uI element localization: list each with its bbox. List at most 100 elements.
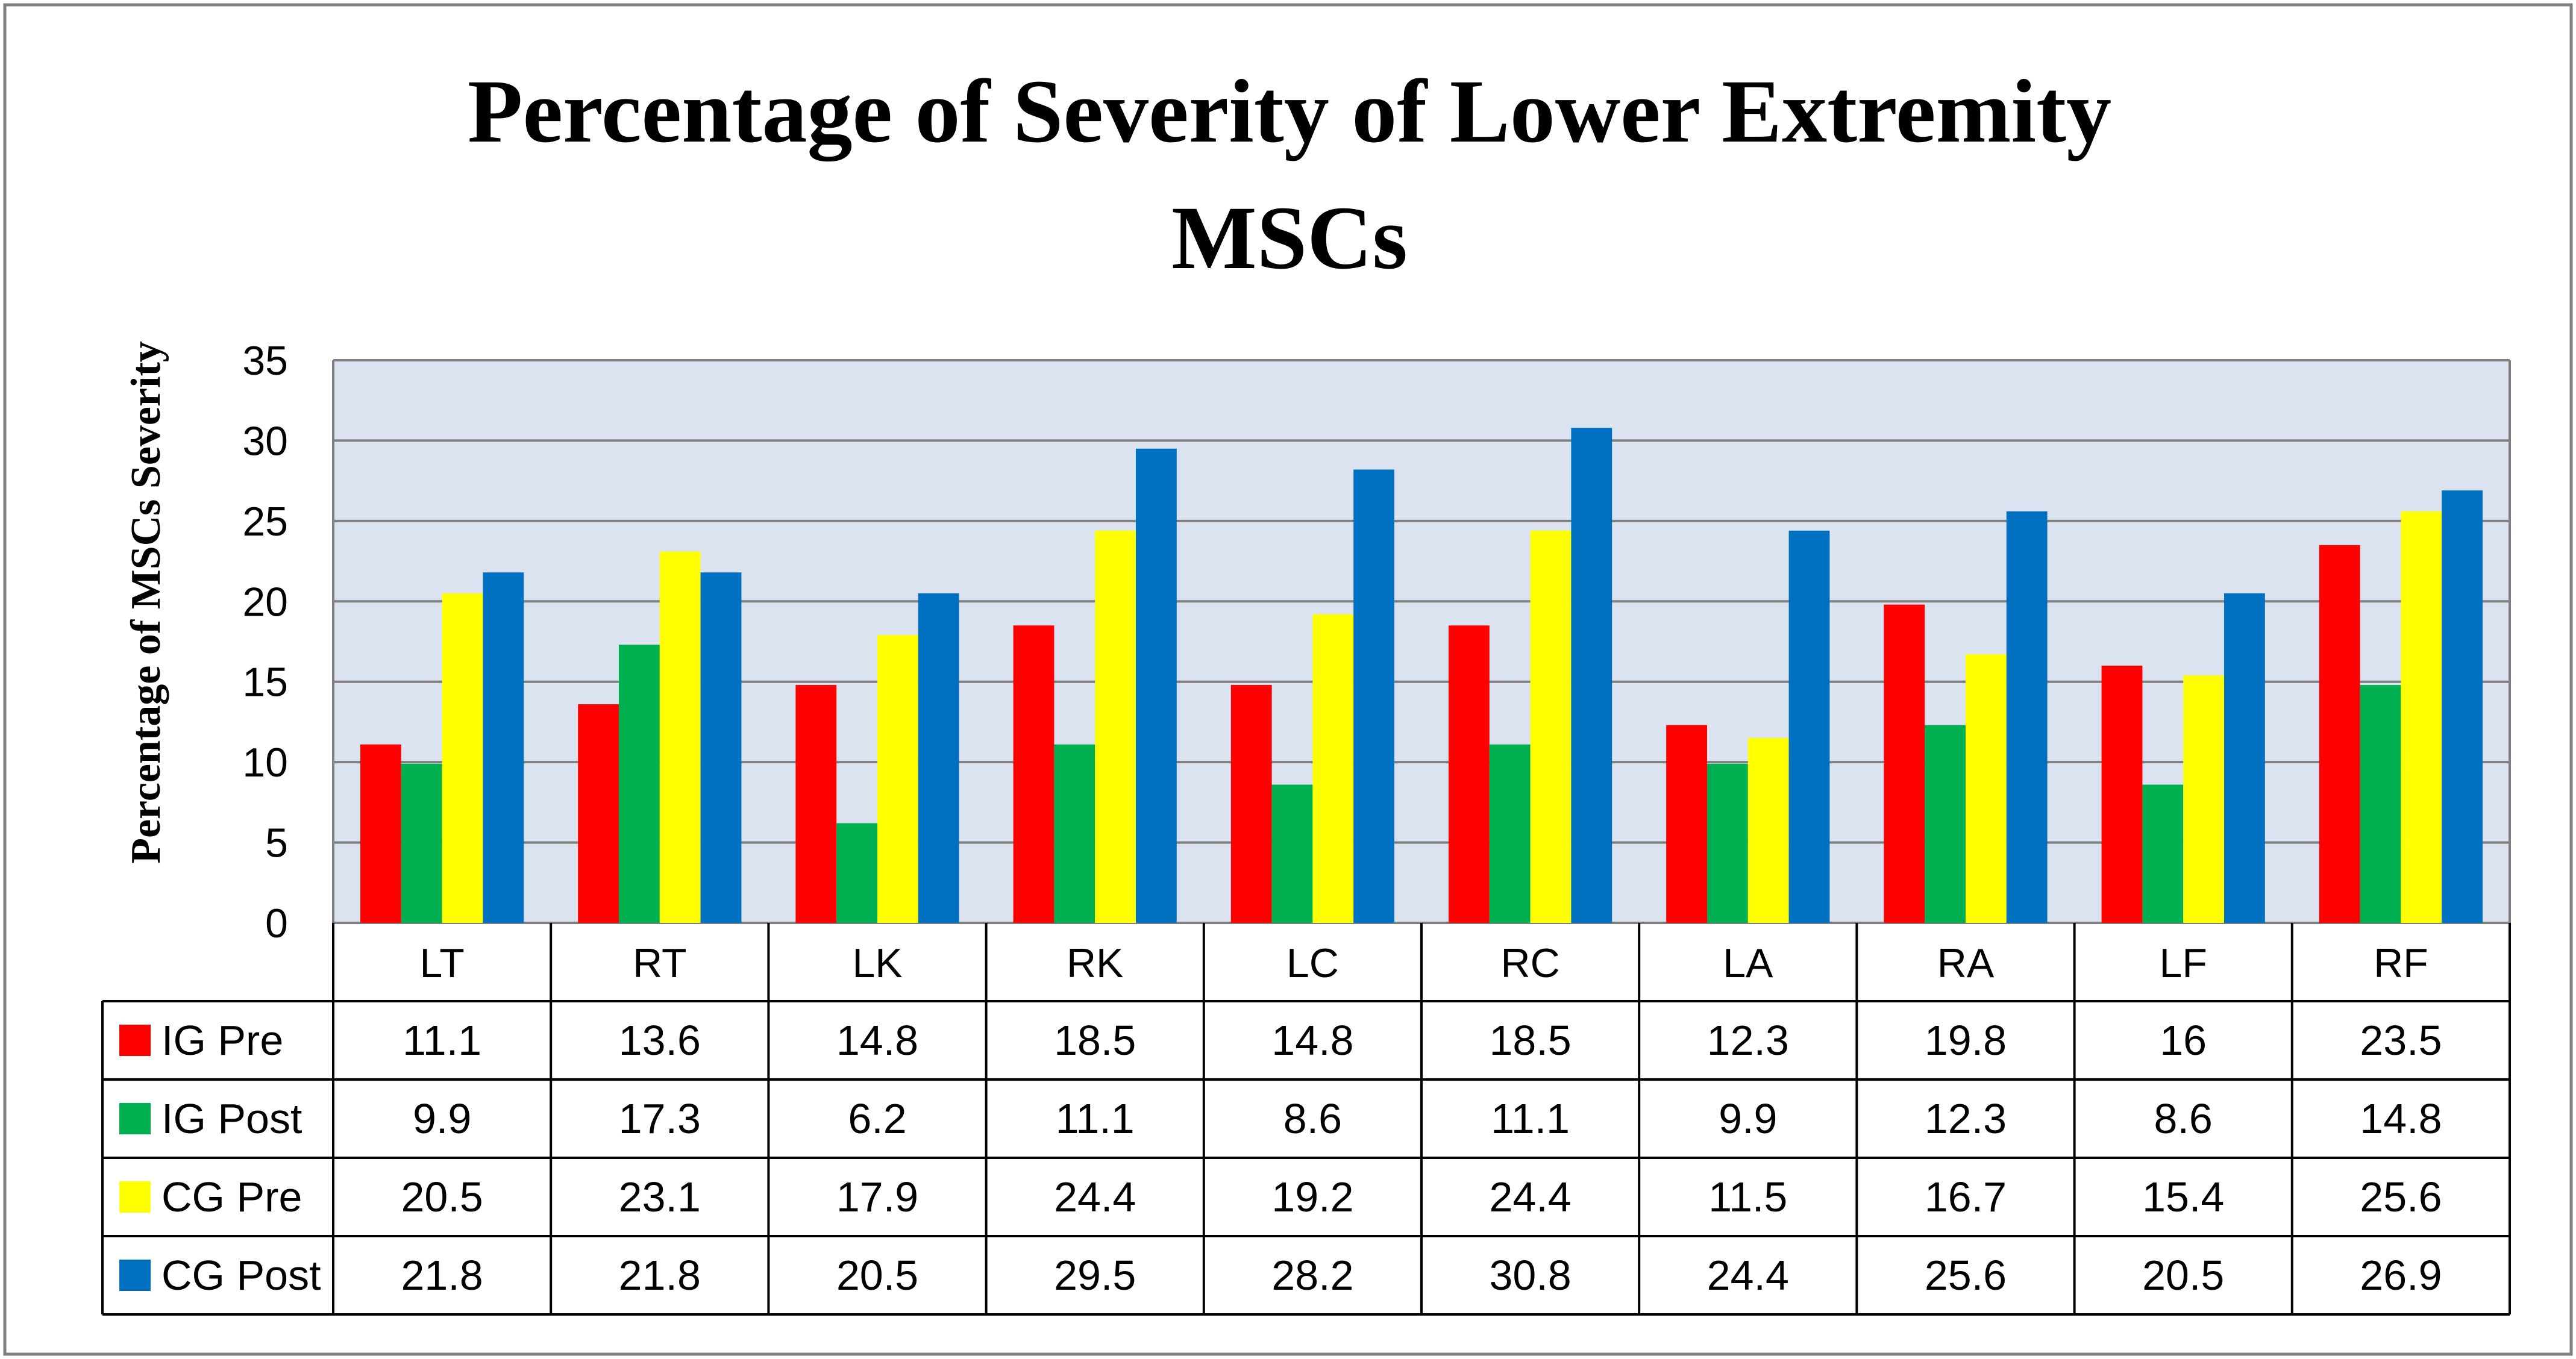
y-tick-label-4: 20 [242,579,288,625]
table-value-cg-pre-lf: 15.4 [2142,1173,2224,1220]
table-value-cg-post-rf: 26.9 [2360,1252,2442,1299]
table-value-ig-pre-lk: 14.8 [836,1017,918,1064]
bar-ig-pre-lc [1230,685,1272,923]
table-value-ig-post-rf: 14.8 [2360,1095,2442,1142]
bar-ig-pre-rt [578,704,619,923]
y-tick-label-1: 5 [265,820,288,866]
bar-ig-post-lc [1271,784,1313,923]
table-value-cg-post-ra: 25.6 [1925,1252,2007,1299]
y-tick-label-0: 0 [265,901,288,946]
table-value-cg-post-la: 24.4 [1707,1252,1789,1299]
bar-cg-post-la [1788,530,1830,923]
bar-ig-post-rc [1489,744,1531,923]
table-value-ig-post-ra: 12.3 [1925,1095,2007,1142]
table-value-cg-pre-la: 11.5 [1708,1173,1787,1220]
bar-cg-post-rk [1136,448,1177,923]
bar-cg-pre-lk [877,635,918,923]
legend-key-cg-pre [119,1181,151,1213]
table-value-ig-pre-rk: 18.5 [1054,1017,1136,1064]
bar-cg-pre-rk [1095,530,1136,923]
legend-key-cg-post [119,1260,151,1291]
x-tick-label-lt: LT [419,940,464,986]
y-tick-label-3: 15 [242,660,288,705]
x-tick-label-rk: RK [1067,940,1123,986]
table-value-ig-post-la: 9.9 [1719,1095,1777,1142]
y-tick-label-5: 25 [242,499,288,545]
y-tick-label-6: 30 [242,418,288,464]
chart-title-line-1: Percentage of Severity of Lower Extremit… [468,61,2111,161]
legend-label-ig-post: IG Post [161,1095,302,1142]
table-value-ig-post-lk: 6.2 [848,1095,906,1142]
table-value-ig-post-rk: 11.1 [1056,1095,1135,1142]
bar-ig-post-rk [1054,744,1095,923]
bar-ig-post-rf [2360,685,2401,923]
table-value-cg-post-lk: 20.5 [836,1252,918,1299]
table-value-cg-pre-ra: 16.7 [1925,1173,2007,1220]
bar-ig-pre-rc [1449,625,1490,923]
legend-key-ig-post [119,1103,151,1134]
bar-cg-pre-rc [1530,530,1572,923]
bar-ig-post-la [1707,763,1748,923]
y-tick-label-2: 10 [242,740,288,786]
x-tick-label-la: LA [1723,940,1773,986]
bar-cg-post-lt [483,572,524,923]
bar-ig-pre-rf [2319,545,2360,923]
bar-cg-post-rc [1571,428,1612,923]
bar-cg-post-rt [700,572,742,923]
x-tick-label-ra: RA [1937,940,1995,986]
bar-ig-post-lk [836,823,877,923]
table-value-cg-post-rt: 21.8 [619,1252,701,1299]
table-value-cg-pre-rk: 24.4 [1054,1173,1136,1220]
bar-cg-pre-la [1747,738,1789,923]
bar-cg-post-lk [918,593,959,923]
bar-cg-pre-lf [2183,675,2224,923]
table-value-cg-post-rk: 29.5 [1054,1252,1136,1299]
table-value-cg-pre-rt: 23.1 [619,1173,701,1220]
bar-ig-pre-lk [795,685,837,923]
table-value-ig-pre-lf: 16 [2160,1017,2207,1064]
table-value-ig-pre-ra: 19.8 [1925,1017,2007,1064]
bar-ig-pre-lf [2101,666,2143,923]
x-tick-label-lc: LC [1286,940,1339,986]
bar-ig-post-lf [2142,784,2184,923]
y-tick-label-7: 35 [242,338,288,384]
table-value-cg-post-lt: 21.8 [401,1252,483,1299]
table-value-ig-post-rc: 11.1 [1491,1095,1570,1142]
table-value-ig-pre-lt: 11.1 [403,1017,481,1064]
bar-cg-post-lc [1353,469,1394,923]
table-value-cg-post-rc: 30.8 [1489,1252,1571,1299]
bar-ig-pre-rk [1013,625,1055,923]
table-value-ig-post-lf: 8.6 [2154,1095,2213,1142]
bar-cg-pre-rf [2401,511,2442,923]
table-value-cg-pre-lc: 19.2 [1271,1173,1353,1220]
bar-ig-pre-la [1666,725,1707,923]
bar-ig-post-rt [619,645,660,923]
bar-cg-post-lf [2224,593,2265,923]
chart-title-line-2: MSCs [1171,188,1408,288]
table-value-cg-pre-lt: 20.5 [401,1173,483,1220]
table-value-ig-pre-lc: 14.8 [1271,1017,1353,1064]
bar-cg-post-ra [2006,511,2048,923]
table-value-cg-post-lc: 28.2 [1271,1252,1353,1299]
bar-ig-post-lt [401,763,442,923]
legend-label-cg-pre: CG Pre [161,1173,302,1220]
table-value-ig-post-lt: 9.9 [413,1095,471,1142]
bar-cg-pre-ra [1966,654,2007,923]
table-value-ig-post-lc: 8.6 [1283,1095,1342,1142]
x-tick-label-lk: LK [852,940,902,986]
table-value-cg-pre-rf: 25.6 [2360,1173,2442,1220]
x-tick-label-lf: LF [2160,940,2207,986]
table-value-cg-post-lf: 20.5 [2142,1252,2224,1299]
table-value-cg-pre-lk: 17.9 [836,1173,918,1220]
bar-cg-pre-lc [1312,614,1354,923]
bar-ig-pre-lt [360,744,401,923]
bar-ig-post-ra [1925,725,1966,923]
table-value-cg-pre-rc: 24.4 [1489,1173,1571,1220]
bar-cg-post-rf [2442,490,2483,923]
legend-label-ig-pre: IG Pre [161,1017,283,1064]
y-axis-label: Percentage of MSCs Severity [123,341,169,864]
x-tick-label-rf: RF [2374,940,2428,986]
bar-cg-pre-lt [442,593,483,923]
table-value-ig-pre-la: 12.3 [1707,1017,1789,1064]
